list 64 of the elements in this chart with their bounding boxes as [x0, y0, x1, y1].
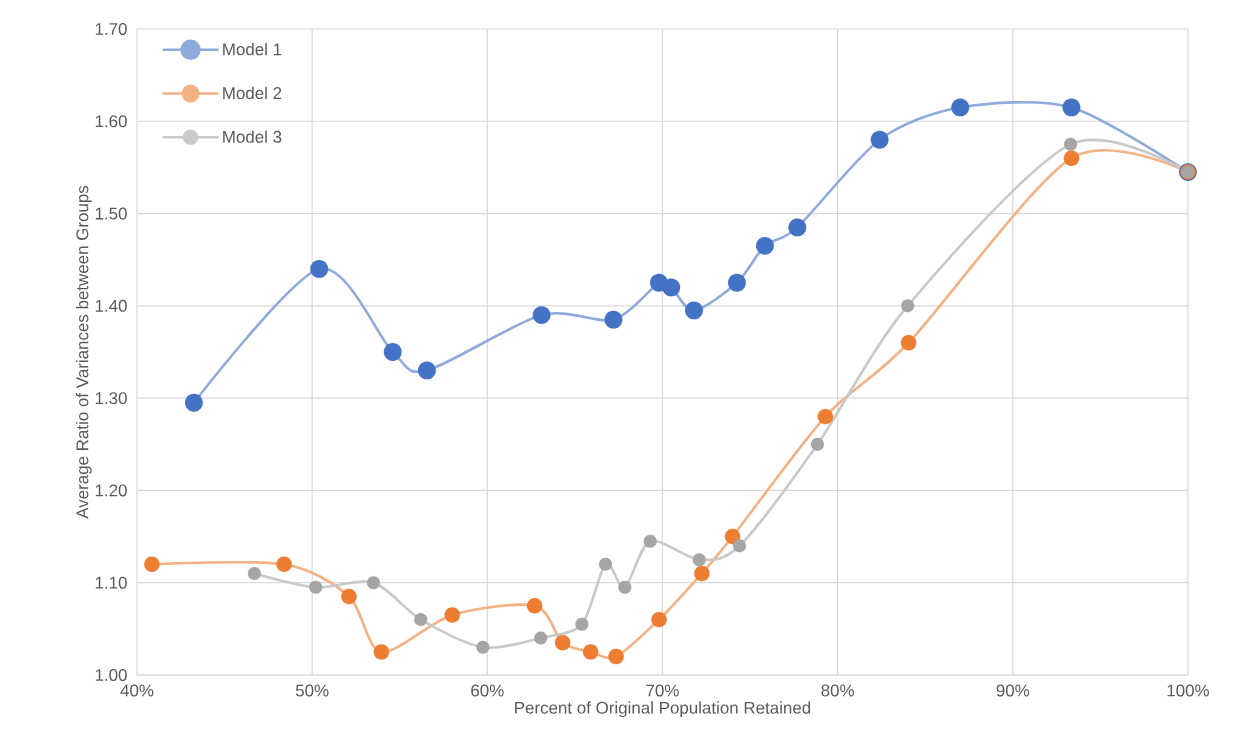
point	[692, 553, 706, 567]
y-tick-label: 1.00	[95, 668, 127, 681]
y-tick-label: 1.40	[95, 299, 127, 312]
point	[310, 259, 329, 278]
point	[618, 580, 632, 594]
x-tick-label: 60%	[471, 684, 504, 697]
point	[414, 613, 428, 627]
x-tick-label: 50%	[295, 684, 329, 697]
point	[732, 539, 747, 553]
point	[184, 393, 203, 412]
point	[604, 310, 623, 329]
x-tick-label: 70%	[646, 684, 679, 697]
y-tick-label: 1.20	[95, 484, 127, 497]
x-tick-label: 100%	[1167, 684, 1209, 697]
point	[651, 611, 667, 628]
x-axis-title: Percent of Original Population Retained	[515, 701, 811, 718]
point	[662, 278, 681, 297]
x-tick-label: 40%	[120, 684, 154, 697]
point	[575, 617, 589, 631]
legend-label: Model 2	[223, 86, 282, 100]
point	[608, 648, 624, 665]
point	[554, 634, 571, 651]
point	[810, 437, 825, 451]
point	[276, 556, 292, 572]
y-tick-label: 1.70	[95, 22, 127, 35]
point	[598, 557, 613, 571]
point	[1063, 150, 1080, 166]
point	[144, 556, 160, 572]
point	[685, 301, 703, 320]
point	[817, 408, 834, 425]
point	[900, 335, 917, 351]
point	[694, 565, 710, 582]
x-tick-label: 90%	[996, 684, 1030, 697]
point	[309, 580, 323, 594]
y-tick-label: 1.50	[95, 207, 127, 220]
legend-label: Model 1	[223, 42, 282, 56]
point	[444, 607, 461, 623]
point	[951, 98, 970, 117]
point	[534, 631, 548, 645]
y-tick-label: 1.30	[95, 392, 127, 405]
point	[1064, 137, 1078, 151]
point	[247, 566, 261, 581]
point	[643, 534, 657, 548]
point	[532, 306, 551, 325]
point	[870, 130, 889, 149]
y-axis-title: Average Ratio of Variances between Groups	[75, 185, 92, 519]
y-tick-label: 1.60	[95, 115, 127, 128]
y-tick-label: 1.10	[95, 576, 127, 589]
point	[755, 236, 774, 255]
point	[1062, 98, 1081, 117]
point	[901, 299, 915, 313]
point	[788, 218, 807, 237]
point	[366, 576, 381, 590]
x-tick-label: 80%	[821, 684, 854, 697]
point	[341, 588, 357, 605]
point	[476, 640, 490, 654]
legend-label: Model 3	[223, 130, 282, 143]
point	[383, 343, 402, 361]
point	[417, 361, 436, 380]
point	[582, 644, 599, 660]
point	[373, 644, 390, 660]
point	[727, 273, 746, 292]
point	[724, 528, 741, 545]
point	[526, 598, 543, 614]
